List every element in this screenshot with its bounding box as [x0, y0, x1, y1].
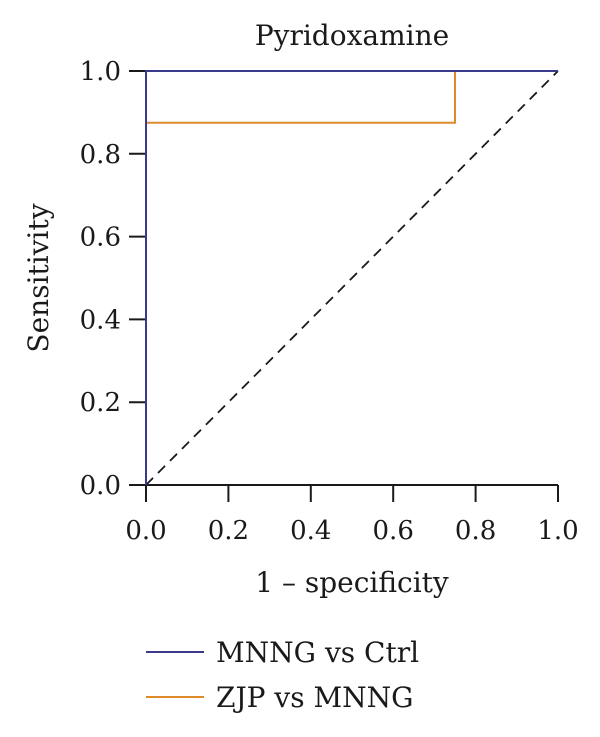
x-tick-label: 0.8: [455, 516, 496, 546]
x-tick-label: 0.2: [208, 516, 249, 546]
series-line-0: [145, 70, 558, 485]
reference-diagonal: [145, 70, 559, 486]
y-tick-label: 0.0: [80, 471, 121, 501]
x-axis-label: 1 – specificity: [255, 566, 449, 599]
legend: MNNG vs Ctrl ZJP vs MNNG: [146, 636, 419, 714]
legend-label-1: ZJP vs MNNG: [216, 681, 414, 714]
y-axis-label: Sensitivity: [22, 203, 55, 352]
x-tick-label: 0.4: [290, 516, 331, 546]
y-tick-label: 0.6: [80, 223, 121, 253]
series-lines: [145, 70, 558, 485]
y-tick-label: 1.0: [80, 57, 121, 87]
x-tick-label: 1.0: [537, 516, 578, 546]
y-tick-label: 0.8: [80, 140, 121, 170]
legend-label-0: MNNG vs Ctrl: [216, 636, 419, 669]
reference-line: [145, 70, 559, 486]
tick-labels: 0.0 0.2 0.4 0.6 0.8 1.0 0.0 0.2 0.4 0.6 0.8 1.0: [80, 57, 579, 546]
x-tick-label: 0.0: [125, 516, 166, 546]
chart-title: Pyridoxamine: [255, 19, 449, 52]
y-tick-label: 0.2: [80, 388, 121, 418]
y-tick-label: 0.4: [80, 305, 121, 335]
x-tick-label: 0.6: [373, 516, 414, 546]
